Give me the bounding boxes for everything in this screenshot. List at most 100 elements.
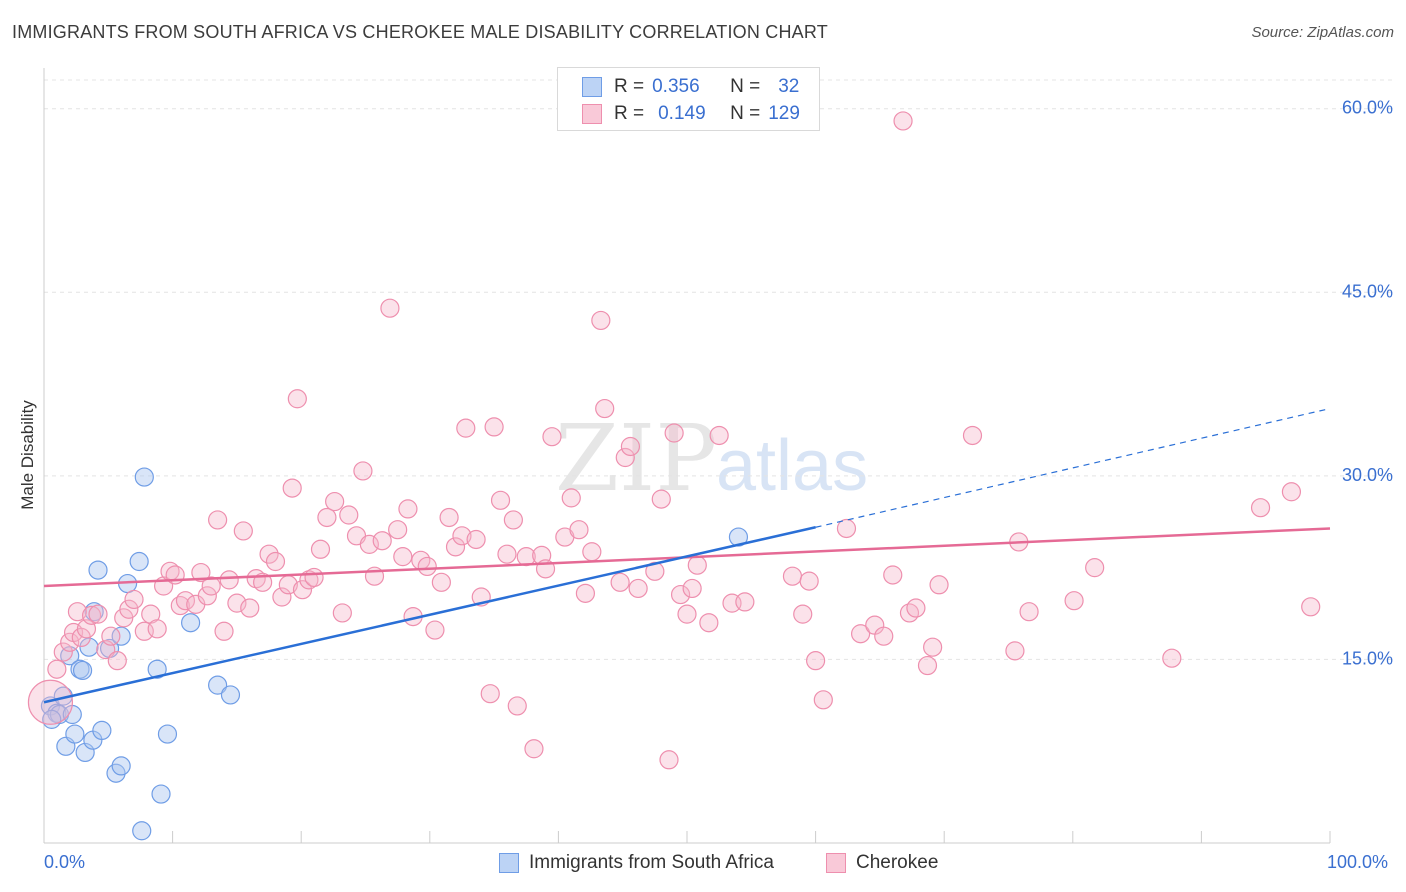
point-south-africa	[147, 659, 167, 679]
point-cherokee	[874, 626, 894, 646]
point-cherokee	[524, 739, 544, 759]
n-label: N =	[730, 103, 761, 124]
point-south-africa	[208, 675, 228, 695]
point-cherokee	[591, 310, 611, 331]
r-value-cherokee: 0.149	[658, 103, 706, 124]
point-south-africa	[157, 724, 178, 744]
point-south-africa	[129, 551, 149, 572]
point-cherokee	[317, 507, 337, 528]
legend-row-cherokee: R = 0.149 N = 129	[582, 102, 800, 126]
point-cherokee	[659, 750, 679, 770]
series-legend: Immigrants from South Africa Cherokee	[0, 852, 1406, 878]
point-cherokee	[240, 598, 260, 618]
point-cherokee	[27, 679, 74, 725]
n-value-cherokee: 129	[768, 103, 800, 124]
point-south-africa	[111, 626, 131, 646]
point-cherokee	[1085, 558, 1105, 578]
point-cherokee	[456, 418, 476, 438]
stats-legend: R = 0.356 N = 32 R = 0.149 N = 129	[557, 67, 820, 131]
blue-swatch	[499, 853, 519, 873]
point-south-africa	[132, 821, 152, 841]
x-tick-min: 0.0%	[44, 852, 86, 872]
y-tick-label: 30.0%	[1342, 465, 1393, 485]
pink-swatch	[582, 104, 602, 124]
point-cherokee	[687, 555, 707, 575]
legend-row-south-africa: R = 0.356 N = 32	[582, 75, 799, 99]
point-cherokee	[793, 604, 813, 624]
point-cherokee	[595, 398, 615, 419]
point-cherokee	[431, 572, 451, 592]
point-cherokee	[124, 589, 144, 610]
point-cherokee	[709, 425, 729, 446]
point-cherokee	[735, 592, 755, 612]
point-cherokee	[233, 521, 253, 541]
point-cherokee	[923, 637, 943, 657]
point-cherokee	[304, 567, 324, 588]
point-cherokee	[88, 604, 108, 624]
point-cherokee	[219, 570, 239, 590]
point-cherokee	[610, 572, 630, 592]
source-label: Source: ZipAtlas.com	[1251, 24, 1394, 41]
point-cherokee	[60, 632, 80, 652]
y-tick-label: 15.0%	[1342, 648, 1393, 668]
point-cherokee	[393, 547, 413, 567]
watermark-zip: ZIP	[555, 405, 717, 512]
chart-title: IMMIGRANTS FROM SOUTH AFRICA VS CHEROKEE…	[12, 22, 828, 42]
watermark-atlas: atlas	[716, 426, 868, 506]
point-south-africa	[92, 720, 112, 741]
point-cherokee	[1019, 602, 1039, 622]
legend-item-south-africa: Immigrants from South Africa	[499, 852, 774, 874]
point-cherokee	[917, 655, 938, 676]
point-cherokee	[287, 389, 307, 409]
point-cherokee	[883, 565, 903, 585]
point-cherokee	[813, 690, 833, 710]
point-cherokee	[503, 510, 523, 530]
point-cherokee	[575, 583, 596, 603]
r-value-south-africa: 0.356	[652, 76, 700, 97]
point-south-africa	[88, 560, 108, 580]
point-cherokee	[175, 591, 196, 611]
point-cherokee	[615, 447, 635, 468]
point-cherokee	[47, 659, 67, 679]
point-cherokee	[1281, 482, 1302, 502]
point-cherokee	[569, 520, 589, 540]
point-cherokee	[962, 425, 983, 446]
point-cherokee	[380, 298, 400, 318]
point-cherokee	[782, 566, 803, 586]
point-cherokee	[67, 602, 88, 622]
y-tick-label: 45.0%	[1342, 281, 1393, 301]
point-cherokee	[425, 620, 445, 640]
point-cherokee	[561, 488, 581, 508]
point-cherokee	[339, 505, 359, 525]
point-south-africa	[60, 646, 80, 666]
legend-item-cherokee: Cherokee	[826, 852, 938, 874]
n-value-south-africa: 32	[778, 76, 800, 97]
point-cherokee	[490, 490, 511, 510]
point-south-africa	[220, 685, 241, 705]
point-cherokee	[620, 436, 641, 457]
point-cherokee	[439, 507, 459, 528]
point-cherokee	[651, 489, 671, 509]
point-cherokee	[699, 613, 719, 633]
point-cherokee	[259, 544, 279, 564]
point-cherokee	[1162, 648, 1182, 668]
point-south-africa	[151, 784, 171, 804]
point-cherokee	[272, 587, 292, 607]
point-cherokee	[310, 539, 331, 559]
point-cherokee	[480, 684, 500, 704]
point-cherokee	[893, 111, 913, 131]
point-cherokee	[484, 417, 504, 437]
point-cherokee	[191, 562, 211, 583]
point-cherokee	[253, 572, 273, 592]
point-cherokee	[107, 651, 127, 671]
point-cherokee	[664, 423, 684, 443]
point-cherokee	[670, 584, 691, 605]
x-tick-max: 100.0%	[1327, 852, 1389, 872]
point-cherokee	[851, 624, 871, 644]
point-cherokee	[359, 534, 379, 554]
point-cherokee	[582, 542, 602, 562]
point-cherokee	[542, 427, 562, 447]
point-cherokee	[398, 499, 418, 519]
point-cherokee	[1301, 597, 1321, 617]
